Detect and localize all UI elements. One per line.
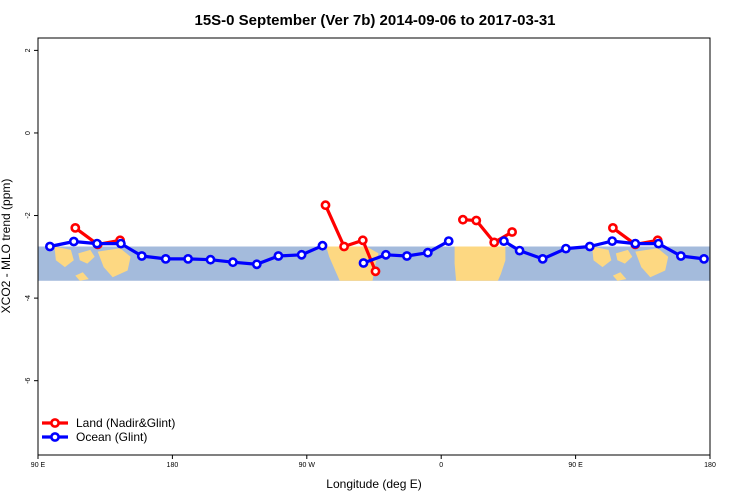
data-point bbox=[380, 249, 391, 260]
x-tick-label: 90 W bbox=[299, 462, 316, 469]
data-point bbox=[358, 258, 369, 268]
y-axis-label: XCO2 - MLO trend (ppm) bbox=[0, 179, 13, 314]
data-point bbox=[339, 241, 349, 252]
data-point bbox=[422, 247, 433, 258]
data-point bbox=[70, 222, 81, 233]
band-land-islands-a-0 bbox=[54, 246, 74, 268]
band-land-islands-d-1 bbox=[612, 272, 627, 281]
band-land-islands-b-0 bbox=[78, 249, 95, 264]
series-group bbox=[45, 200, 709, 277]
data-point bbox=[561, 243, 571, 254]
data-point bbox=[320, 200, 331, 211]
data-point bbox=[45, 241, 55, 252]
band-land-islands-d-0 bbox=[75, 272, 89, 281]
x-axis: 90 E 180 90 W 0 90 E 180 bbox=[31, 455, 716, 469]
x-tick-label: 180 bbox=[167, 462, 179, 469]
data-point bbox=[205, 254, 216, 265]
data-point bbox=[296, 249, 307, 260]
data-point bbox=[471, 215, 482, 226]
data-point bbox=[370, 266, 381, 277]
data-point bbox=[630, 238, 641, 249]
legend-marker bbox=[50, 418, 60, 428]
band-land-islands-b-1 bbox=[615, 249, 633, 264]
data-point bbox=[699, 253, 709, 264]
band-land-islands-a-1 bbox=[592, 246, 612, 268]
data-point bbox=[507, 227, 517, 237]
y-tick-label: -6 bbox=[25, 377, 32, 383]
y-axis: 2 0 -2 -4 -6 bbox=[25, 48, 38, 384]
data-point bbox=[514, 245, 525, 256]
data-point bbox=[607, 236, 618, 246]
data-point bbox=[537, 253, 548, 264]
x-tick-label: 0 bbox=[439, 462, 443, 469]
data-point bbox=[608, 222, 618, 233]
data-point bbox=[676, 251, 686, 261]
data-point bbox=[92, 238, 102, 249]
series-line bbox=[503, 239, 705, 261]
data-point bbox=[489, 237, 500, 248]
data-point bbox=[227, 257, 238, 268]
legend-label: Ocean (Glint) bbox=[76, 430, 147, 444]
data-point bbox=[160, 253, 171, 264]
band-land-islands-c-1 bbox=[635, 248, 669, 278]
series-ocean bbox=[45, 236, 709, 270]
x-tick-label: 90 E bbox=[31, 462, 46, 469]
data-point bbox=[457, 214, 468, 225]
data-point bbox=[251, 259, 262, 270]
data-point bbox=[443, 236, 454, 246]
x-tick-label: 180 bbox=[704, 462, 716, 469]
y-tick-label: 2 bbox=[25, 48, 32, 52]
chart-title: 15S-0 September (Ver 7b) 2014-09-06 to 2… bbox=[194, 12, 555, 29]
band-land-south-america bbox=[326, 246, 379, 281]
data-point bbox=[317, 240, 328, 251]
data-point bbox=[273, 251, 284, 261]
data-point bbox=[136, 251, 147, 261]
data-point bbox=[116, 238, 126, 249]
x-tick-label: 90 E bbox=[568, 462, 583, 469]
y-tick-label: -2 bbox=[25, 212, 32, 218]
data-point bbox=[653, 238, 664, 249]
data-point bbox=[357, 235, 368, 246]
x-axis-label: Longitude (deg E) bbox=[326, 477, 421, 491]
y-tick-label: 0 bbox=[25, 131, 32, 135]
y-tick-label: -4 bbox=[25, 295, 32, 301]
band-land-islands-c-0 bbox=[97, 248, 131, 278]
series-line bbox=[324, 204, 377, 272]
plot-frame bbox=[37, 37, 711, 456]
data-point bbox=[401, 251, 412, 261]
legend-marker bbox=[50, 432, 60, 442]
legend-label: Land (Nadir&Glint) bbox=[76, 416, 175, 430]
data-point bbox=[68, 236, 79, 247]
data-point bbox=[498, 236, 509, 246]
data-point bbox=[183, 253, 193, 264]
band-land-africa bbox=[454, 246, 506, 281]
data-point bbox=[584, 241, 595, 252]
legend: Land (Nadir&Glint)Ocean (Glint) bbox=[42, 416, 175, 444]
